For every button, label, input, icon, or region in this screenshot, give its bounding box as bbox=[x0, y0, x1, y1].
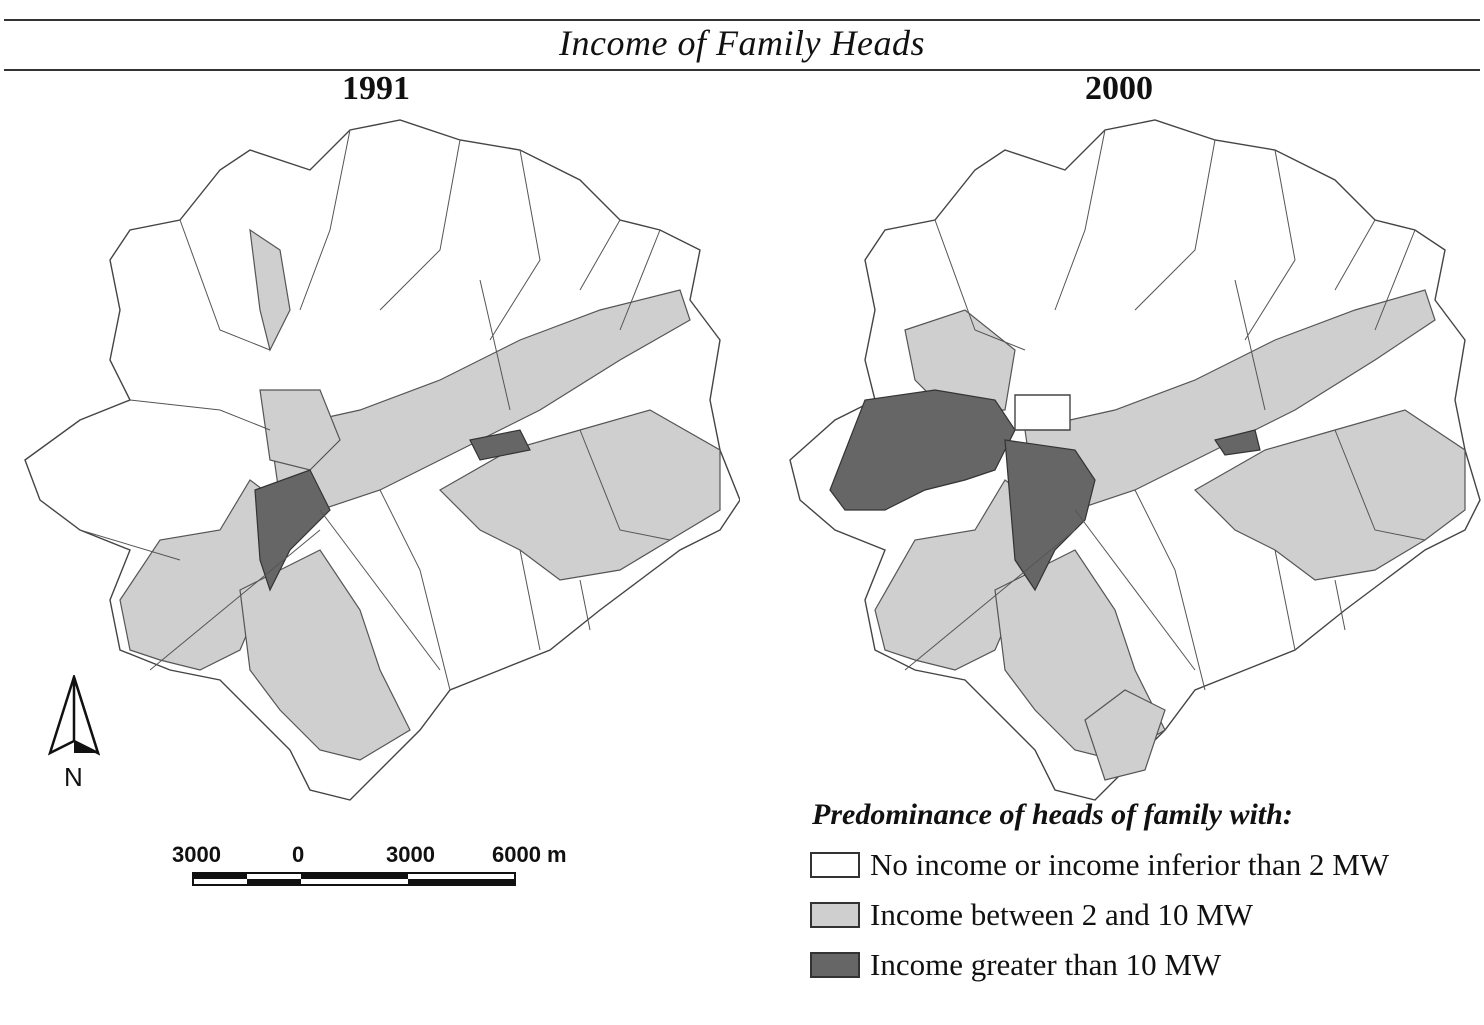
boundary-lines bbox=[904, 129, 1426, 691]
scale-tick-label: 0 bbox=[292, 842, 305, 867]
figure-title: Income of Family Heads bbox=[559, 23, 925, 63]
zone-high-west bbox=[829, 389, 1016, 511]
map-2000 bbox=[789, 119, 1481, 801]
north-label: N bbox=[64, 762, 83, 792]
legend-item: Income between 2 and 10 MW bbox=[810, 890, 1460, 940]
panel-year-1991: 1991 bbox=[342, 70, 410, 107]
zone-high-east bbox=[469, 429, 531, 461]
scale-bar-graphic bbox=[192, 872, 516, 886]
legend-swatch-light bbox=[810, 902, 860, 928]
zone-center bbox=[259, 389, 341, 471]
zone-corridor bbox=[269, 289, 691, 511]
panel-year-2000: 2000 bbox=[1085, 70, 1153, 107]
zone-high-center bbox=[254, 469, 331, 592]
legend-swatch-white bbox=[810, 852, 860, 878]
legend-swatch-dark bbox=[810, 952, 860, 978]
north-arrow-icon bbox=[47, 675, 101, 756]
title-rule-top bbox=[4, 19, 1480, 21]
zone-east bbox=[1194, 409, 1466, 581]
scale-tick-label: 6000 m bbox=[492, 842, 567, 867]
scale-bar: 3000 0 3000 6000 m bbox=[150, 838, 600, 898]
legend-label: Income greater than 10 MW bbox=[870, 947, 1222, 982]
scale-tick-label: 3000 bbox=[386, 842, 435, 867]
map-1991 bbox=[24, 119, 740, 801]
legend-label: No income or income inferior than 2 MW bbox=[870, 847, 1390, 882]
legend-item: Income greater than 10 MW bbox=[810, 940, 1460, 990]
scale-tick-label: 3000 bbox=[172, 842, 221, 867]
legend-item: No income or income inferior than 2 MW bbox=[810, 840, 1460, 890]
title-rule-bottom bbox=[4, 69, 1480, 71]
legend: Predominance of heads of family with: No… bbox=[810, 798, 1460, 990]
zone-southeast bbox=[1084, 689, 1166, 781]
zone-south bbox=[239, 549, 411, 761]
zone-north bbox=[249, 228, 291, 352]
zone-high-east bbox=[1214, 429, 1261, 456]
legend-title: Predominance of heads of family with: bbox=[812, 798, 1293, 831]
zone-high-center bbox=[1004, 439, 1096, 592]
legend-label: Income between 2 and 10 MW bbox=[870, 897, 1254, 932]
boundary-lines bbox=[79, 129, 671, 691]
zone-white-north bbox=[1014, 394, 1071, 431]
